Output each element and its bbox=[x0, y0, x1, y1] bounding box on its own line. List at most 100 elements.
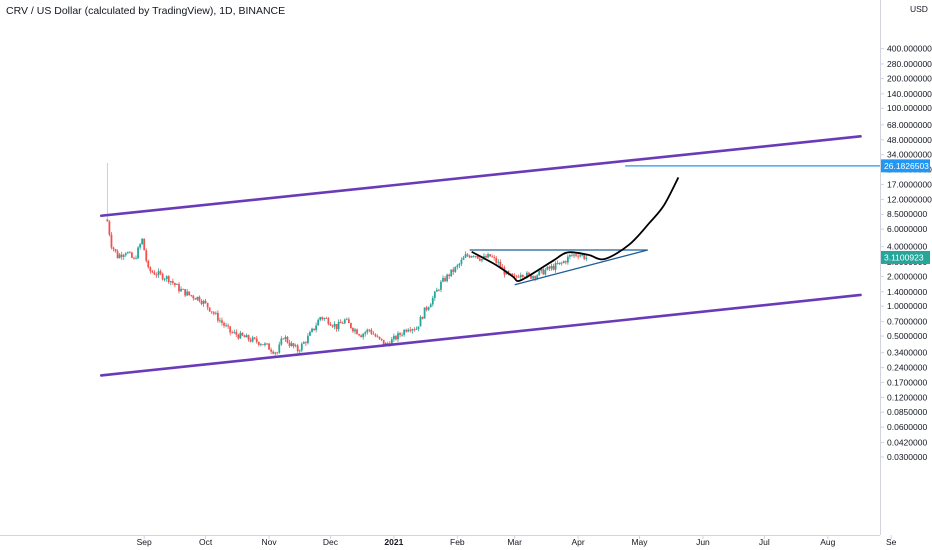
candle bbox=[407, 328, 410, 333]
candle bbox=[519, 272, 522, 280]
y-tick-label: 0.5000000 bbox=[887, 331, 927, 341]
candle bbox=[462, 255, 465, 260]
candle bbox=[202, 299, 205, 307]
candle bbox=[282, 337, 285, 340]
target-price-text: 26.1826503 bbox=[884, 161, 929, 171]
candle bbox=[212, 311, 215, 316]
candle bbox=[133, 256, 135, 260]
y-tick-label: 48.0000000 bbox=[887, 135, 932, 145]
candle bbox=[433, 290, 436, 301]
candle bbox=[284, 335, 287, 342]
candle bbox=[208, 307, 211, 312]
candle bbox=[534, 275, 537, 282]
candle bbox=[216, 310, 219, 323]
candle bbox=[307, 333, 309, 345]
candle bbox=[495, 255, 498, 265]
candle bbox=[262, 344, 264, 346]
candle bbox=[345, 317, 348, 321]
candle bbox=[153, 270, 156, 276]
candle bbox=[374, 333, 377, 338]
candle bbox=[431, 295, 434, 307]
candle bbox=[395, 335, 397, 341]
candle bbox=[372, 331, 375, 335]
candle bbox=[231, 330, 234, 334]
candle bbox=[110, 232, 113, 250]
candle bbox=[356, 328, 358, 335]
candle bbox=[214, 311, 217, 315]
candle bbox=[585, 255, 588, 262]
y-tick-label: 6.0000000 bbox=[887, 224, 927, 234]
candle bbox=[304, 341, 307, 346]
candle bbox=[378, 336, 381, 341]
candle bbox=[427, 306, 430, 312]
time-axis[interactable]: Sep Oct Nov Dec 2021 Feb Mar Apr May Jun Jul Aug Se bbox=[137, 535, 897, 547]
y-tick-label: 0.7000000 bbox=[887, 317, 927, 327]
x-tick-label: 2021 bbox=[384, 537, 403, 547]
candle bbox=[149, 266, 152, 274]
currency-label: USD bbox=[910, 4, 928, 14]
x-tick-label: Mar bbox=[507, 537, 522, 547]
candle bbox=[552, 263, 555, 271]
candle bbox=[368, 328, 371, 333]
candle bbox=[454, 266, 457, 273]
candle bbox=[337, 319, 340, 332]
candle bbox=[300, 342, 303, 353]
candle bbox=[255, 335, 258, 344]
candle bbox=[223, 321, 225, 328]
candle bbox=[268, 342, 270, 350]
channel-line-lower bbox=[99, 293, 862, 377]
candle bbox=[521, 274, 524, 279]
candle bbox=[276, 351, 279, 355]
candle bbox=[538, 270, 541, 276]
candle bbox=[178, 282, 180, 294]
candle bbox=[309, 330, 311, 337]
candle bbox=[118, 253, 121, 259]
candle bbox=[474, 255, 477, 259]
candle bbox=[124, 252, 127, 257]
currency-box bbox=[907, 3, 929, 13]
candle bbox=[169, 280, 172, 286]
candle bbox=[417, 326, 420, 332]
candle bbox=[489, 253, 491, 257]
candle bbox=[290, 341, 293, 347]
candle bbox=[329, 322, 332, 326]
candle bbox=[517, 274, 520, 278]
candle bbox=[116, 249, 119, 259]
candle bbox=[415, 326, 418, 330]
candle bbox=[174, 282, 176, 288]
candle bbox=[566, 254, 569, 265]
candle bbox=[198, 295, 201, 303]
candle bbox=[339, 319, 342, 324]
candle bbox=[251, 335, 254, 343]
candle bbox=[302, 341, 305, 344]
candle bbox=[577, 253, 579, 260]
candle bbox=[487, 252, 489, 259]
projection-path bbox=[471, 177, 680, 282]
candle bbox=[542, 268, 545, 275]
candle bbox=[515, 274, 518, 279]
x-tick-label: Nov bbox=[261, 537, 277, 547]
candle bbox=[347, 317, 350, 324]
candle bbox=[440, 279, 442, 293]
candle bbox=[331, 324, 334, 328]
candle bbox=[159, 269, 162, 276]
candle bbox=[155, 272, 158, 278]
candle bbox=[446, 273, 449, 283]
y-tick-label: 100.0000000 bbox=[887, 103, 932, 113]
candle bbox=[319, 316, 322, 322]
candle bbox=[358, 333, 360, 337]
candle bbox=[573, 253, 575, 259]
candle bbox=[423, 307, 426, 319]
candle bbox=[411, 328, 414, 334]
x-tick-label: Feb bbox=[450, 537, 465, 547]
x-tick-label: Aug bbox=[820, 537, 835, 547]
candle bbox=[143, 238, 146, 251]
candle bbox=[237, 333, 240, 340]
candle bbox=[448, 273, 451, 279]
candle bbox=[165, 275, 168, 282]
candles-layer bbox=[106, 162, 588, 356]
candle bbox=[229, 326, 232, 336]
candle bbox=[128, 250, 131, 254]
